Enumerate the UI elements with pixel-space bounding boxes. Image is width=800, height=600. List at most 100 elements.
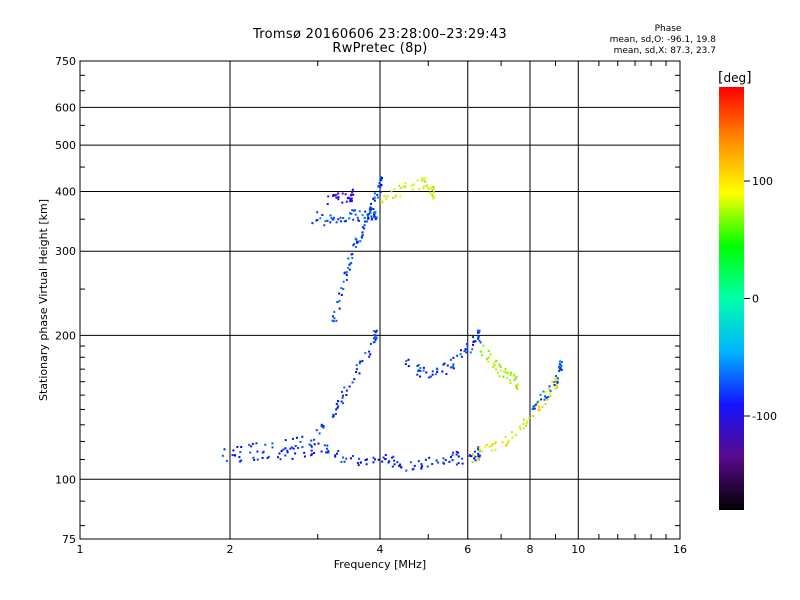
echo-point: [477, 448, 480, 451]
echo-point: [479, 350, 482, 353]
echo-point: [296, 436, 298, 439]
echo-point: [393, 188, 396, 191]
echo-point: [350, 200, 353, 202]
echo-point: [549, 389, 552, 392]
echo-point: [422, 187, 425, 190]
echo-point: [340, 294, 343, 296]
echo-point: [334, 455, 337, 458]
echo-point: [386, 195, 389, 198]
echo-point: [546, 398, 549, 401]
echo-point: [445, 373, 448, 375]
echo-point: [478, 457, 481, 460]
echo-point: [477, 330, 479, 333]
echo-point: [356, 461, 359, 464]
echo-point: [422, 366, 425, 369]
echo-point: [342, 394, 344, 397]
echo-point: [335, 408, 338, 411]
x-tick-label: 6: [464, 543, 471, 556]
echo-point: [361, 234, 364, 236]
echo-point: [430, 186, 433, 189]
echo-point: [379, 176, 382, 178]
colorbar-tick-label: -100: [752, 410, 777, 423]
echo-point: [543, 398, 546, 401]
echo-point: [342, 280, 345, 283]
echo-point: [451, 459, 454, 462]
echo-point: [310, 445, 313, 448]
echo-point: [483, 445, 486, 448]
echo-point: [501, 441, 504, 444]
echo-point: [301, 446, 304, 449]
echo-point: [469, 351, 472, 354]
echo-point: [481, 450, 483, 453]
echo-point: [315, 429, 318, 432]
echo-point: [472, 454, 475, 456]
echo-point: [358, 372, 361, 375]
echo-point: [361, 231, 364, 234]
echo-point: [376, 196, 379, 199]
echo-point: [372, 197, 375, 200]
echo-point: [460, 349, 462, 352]
echo-point: [372, 461, 375, 464]
echo-point: [349, 199, 352, 202]
echo-point: [340, 287, 343, 290]
echo-point: [380, 184, 383, 186]
echo-point: [322, 426, 325, 429]
echo-point: [333, 216, 335, 219]
echo-point: [537, 404, 540, 407]
echo-point: [551, 380, 554, 383]
echo-point: [556, 378, 559, 381]
echo-point: [509, 379, 512, 382]
echo-point: [359, 240, 362, 243]
echo-point: [326, 203, 329, 206]
echo-point: [358, 210, 361, 213]
echo-point: [431, 373, 434, 376]
echo-point: [407, 358, 410, 361]
echo-point: [448, 460, 451, 463]
echo-point: [294, 452, 297, 455]
echo-point: [374, 336, 377, 339]
echo-point: [374, 331, 377, 334]
echo-point: [450, 366, 452, 369]
echo-point: [487, 349, 490, 352]
echo-point: [395, 193, 398, 196]
echo-point: [494, 448, 497, 451]
echo-point: [354, 209, 357, 212]
echo-point: [381, 460, 384, 463]
echo-point: [366, 458, 368, 461]
echo-point: [456, 354, 459, 357]
echo-point: [559, 360, 561, 363]
echo-point: [536, 401, 539, 404]
echo-point: [240, 459, 243, 462]
echo-point: [335, 193, 338, 196]
colorbar-unit-label: [deg]: [718, 70, 752, 86]
echo-point: [404, 182, 407, 185]
echo-point: [345, 274, 348, 276]
echo-point: [371, 217, 373, 220]
echo-point: [477, 447, 479, 450]
echo-point: [335, 319, 338, 322]
echo-point: [352, 193, 355, 196]
echo-point: [323, 444, 326, 447]
echo-point: [492, 366, 495, 369]
echo-point: [336, 452, 338, 455]
echo-point: [432, 197, 435, 200]
echo-point: [365, 463, 368, 466]
echo-point: [352, 244, 355, 247]
echo-point: [261, 457, 264, 459]
echo-point: [494, 442, 497, 445]
echo-point: [492, 362, 495, 365]
echo-point: [479, 454, 482, 457]
echo-point: [292, 447, 295, 450]
axes: 1 2 4 6 8 10 16 75 100 200 300 400 500 600 750: [55, 55, 687, 556]
echo-point: [313, 452, 316, 454]
echo-point: [320, 423, 323, 426]
echo-point: [412, 467, 415, 470]
echo-point: [431, 195, 434, 198]
echo-point: [342, 217, 345, 219]
echo-point: [373, 330, 376, 333]
echo-point: [355, 368, 358, 371]
echo-point: [336, 301, 339, 303]
echo-point: [351, 381, 354, 384]
echo-point: [499, 365, 502, 368]
echo-point: [232, 449, 235, 452]
